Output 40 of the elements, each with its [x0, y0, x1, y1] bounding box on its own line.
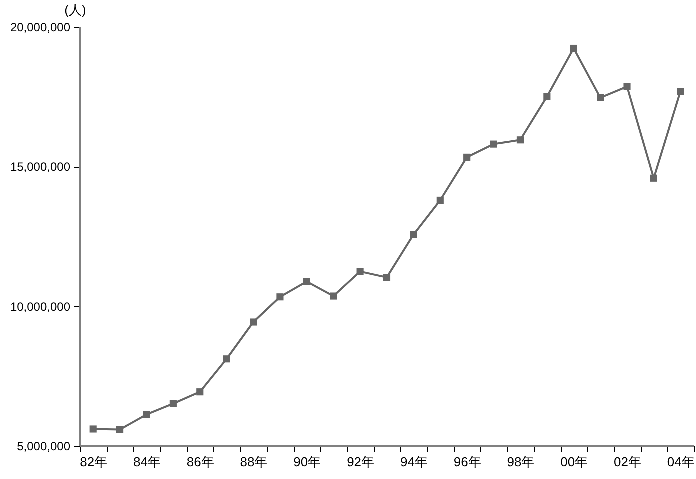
point — [516, 136, 524, 144]
point — [650, 174, 658, 182]
y-tick-label: 5,000,000 — [17, 440, 71, 454]
point — [250, 318, 258, 326]
point — [196, 388, 204, 396]
x-tick-label: 82年 — [80, 454, 108, 470]
x-tick-label: 00年 — [560, 454, 588, 470]
x-tick-label: 96年 — [454, 454, 482, 470]
y-tick-label: 15,000,000 — [10, 160, 71, 174]
point — [570, 44, 578, 52]
point — [624, 83, 631, 90]
point — [276, 294, 284, 301]
x-tick-label: 98年 — [507, 454, 535, 470]
x-tick-label: 86年 — [186, 454, 214, 470]
point — [544, 93, 551, 100]
point — [383, 274, 391, 282]
y-tick-label: 10,000,000 — [10, 300, 71, 314]
x-tick-label: 04年 — [667, 454, 695, 470]
x-tick-label: 02年 — [614, 454, 642, 470]
x-tick-label: 84年 — [134, 454, 161, 470]
point — [223, 356, 230, 363]
point — [303, 278, 310, 286]
point — [116, 426, 124, 434]
point — [170, 400, 177, 408]
point — [410, 231, 418, 238]
x-tick-label: 90年 — [294, 454, 322, 470]
point — [677, 88, 684, 96]
point — [143, 411, 150, 418]
point — [464, 154, 471, 161]
y-tick-label: 20,000,000 — [10, 20, 71, 34]
x-tick-label: 88年 — [240, 454, 268, 470]
point — [490, 140, 498, 148]
point — [90, 426, 97, 433]
y-axis-title: (人) — [64, 2, 86, 18]
point — [597, 94, 604, 102]
point — [356, 268, 364, 276]
point — [330, 292, 338, 300]
x-tick-label: 94年 — [400, 454, 428, 470]
point — [436, 196, 444, 204]
x-tick-label: 92年 — [347, 454, 375, 470]
